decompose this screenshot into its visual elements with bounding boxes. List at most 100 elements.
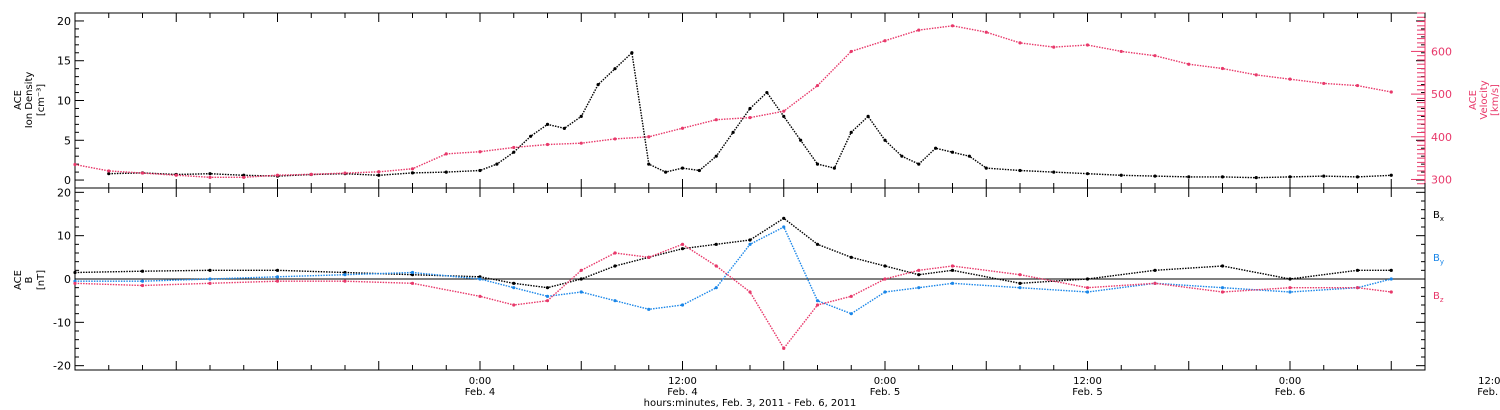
bz-point bbox=[950, 264, 955, 268]
velocity-point bbox=[1288, 77, 1292, 81]
bx-point bbox=[714, 242, 718, 246]
bz-point bbox=[545, 299, 550, 303]
bx-point bbox=[275, 268, 280, 272]
velocity-point bbox=[579, 141, 583, 145]
ion-density-point bbox=[748, 106, 752, 111]
by-point bbox=[208, 277, 212, 281]
by-point bbox=[1085, 290, 1090, 294]
ion-density-point bbox=[545, 122, 550, 126]
velocity-point bbox=[275, 173, 280, 177]
velocity-point bbox=[950, 24, 955, 28]
time-tick-label: 0:00 bbox=[469, 376, 491, 387]
by-line bbox=[75, 226, 1392, 315]
velocity-tick-label: 600 bbox=[1431, 45, 1452, 58]
velocity-point bbox=[680, 126, 685, 130]
bz-point bbox=[73, 281, 77, 285]
bz-point bbox=[782, 346, 786, 350]
velocity-point bbox=[613, 137, 617, 141]
velocity-point bbox=[883, 39, 887, 43]
ion-density-point bbox=[1187, 175, 1191, 179]
legend-bx: Bx bbox=[1433, 210, 1444, 223]
date-tick-label: Feb. 6 bbox=[1477, 387, 1500, 398]
data-marks bbox=[73, 24, 1393, 350]
velocity-point bbox=[444, 152, 448, 156]
velocity-point bbox=[1052, 45, 1056, 49]
ion-density-point bbox=[579, 114, 583, 119]
bx-point bbox=[849, 255, 853, 259]
bz-point bbox=[1153, 281, 1157, 285]
bz-point bbox=[1389, 290, 1393, 294]
velocity-point bbox=[1085, 43, 1090, 47]
bx-point bbox=[1355, 268, 1360, 272]
velocity-axis-label-line3: [km/s] bbox=[1490, 84, 1500, 116]
velocity-tick-label: 400 bbox=[1431, 131, 1452, 144]
bx-point bbox=[748, 238, 752, 242]
ion-density-point bbox=[410, 171, 415, 175]
ion-density-point bbox=[495, 162, 499, 166]
by-point bbox=[815, 299, 820, 303]
ion-density-point bbox=[1254, 176, 1258, 180]
ion-density-point bbox=[832, 166, 836, 170]
velocity-point bbox=[545, 142, 550, 147]
velocity-point bbox=[1018, 41, 1022, 45]
by-point bbox=[680, 303, 685, 307]
by-point bbox=[1220, 286, 1225, 290]
bx-point bbox=[950, 268, 955, 272]
by-point bbox=[748, 242, 752, 246]
velocity-point bbox=[815, 83, 820, 88]
field-tick-label: -20 bbox=[53, 360, 71, 373]
velocity-point bbox=[140, 171, 145, 175]
ion-density-point bbox=[562, 126, 566, 130]
velocity-point bbox=[917, 28, 921, 32]
ion-density-point bbox=[647, 162, 651, 166]
velocity-point bbox=[1187, 62, 1191, 66]
ion-density-point bbox=[782, 114, 786, 119]
velocity-line bbox=[74, 25, 1392, 179]
ion-density-point bbox=[934, 146, 938, 150]
velocity-point bbox=[1153, 54, 1157, 58]
date-tick-label: Feb. 5 bbox=[1072, 387, 1102, 398]
bz-line bbox=[74, 243, 1392, 350]
bx-point bbox=[1288, 277, 1292, 281]
x-axis-label: hours:minutes, Feb. 3, 2011 - Feb. 6, 20… bbox=[644, 398, 857, 409]
date-tick-label: Feb. 5 bbox=[870, 387, 900, 398]
ion-density-point bbox=[478, 168, 482, 173]
bz-point bbox=[815, 303, 820, 307]
bx-point bbox=[1220, 264, 1225, 268]
ion-density-point bbox=[697, 168, 701, 173]
ion-density-point bbox=[1220, 175, 1225, 179]
density-axis-label-line1: ACE bbox=[13, 90, 24, 110]
field-tick-label: 20 bbox=[57, 186, 71, 199]
ion-density-line bbox=[108, 51, 1392, 179]
velocity-tick-label: 300 bbox=[1431, 173, 1452, 186]
velocity-axis-label-line1: ACE bbox=[1468, 90, 1479, 110]
velocity-point bbox=[512, 145, 516, 150]
bz-point bbox=[579, 268, 583, 272]
ion-density-point bbox=[815, 162, 820, 166]
time-tick-label: 0:00 bbox=[874, 376, 896, 387]
ion-density-point bbox=[444, 170, 448, 174]
velocity-tick-label: 500 bbox=[1431, 88, 1452, 101]
velocity-point bbox=[73, 162, 77, 167]
ion-density-point bbox=[208, 172, 212, 176]
bz-point bbox=[647, 255, 651, 259]
velocity-point bbox=[174, 173, 178, 177]
velocity-axis-label-line2: Velocity bbox=[1479, 80, 1490, 119]
density-axis-label-line2: Ion Density bbox=[24, 72, 35, 129]
by-point bbox=[849, 312, 853, 316]
bx-point bbox=[579, 277, 583, 281]
time-tick-label: 0:00 bbox=[1279, 376, 1301, 387]
bz-point bbox=[1018, 273, 1022, 277]
by-point bbox=[714, 286, 718, 290]
bx-point bbox=[512, 281, 516, 285]
ion-density-point bbox=[1052, 170, 1056, 174]
bz-point bbox=[714, 264, 718, 268]
bx-point bbox=[140, 269, 145, 273]
bz-point bbox=[849, 294, 853, 298]
velocity-point bbox=[208, 175, 212, 179]
bz-point bbox=[883, 277, 887, 281]
by-point bbox=[1389, 277, 1393, 281]
legend-bz: Bz bbox=[1433, 291, 1444, 304]
field-axis-label-line2: B bbox=[24, 276, 35, 283]
velocity-point bbox=[107, 169, 111, 173]
